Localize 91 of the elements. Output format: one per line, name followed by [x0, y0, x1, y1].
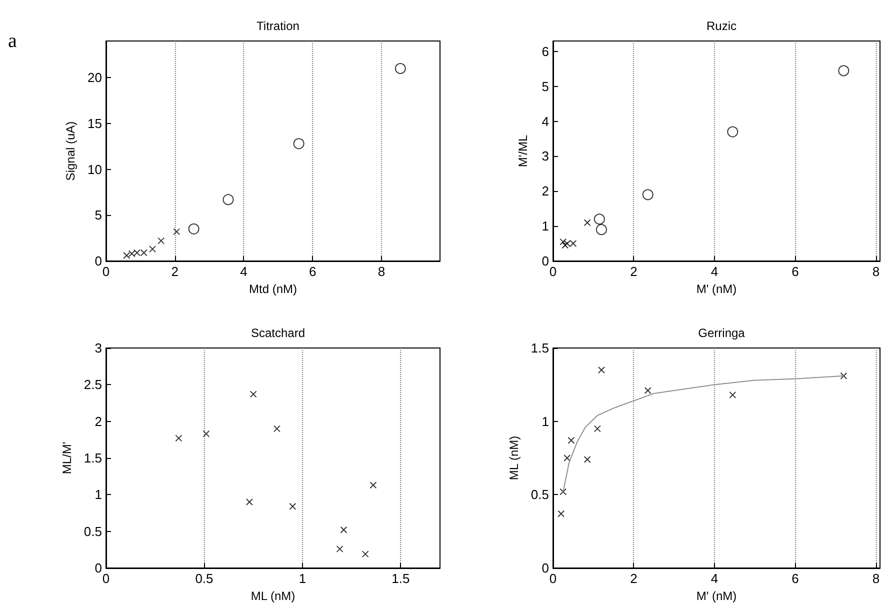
- x-tick-label: 2: [171, 264, 178, 279]
- y-tick-label: 10: [88, 162, 102, 177]
- point: [148, 246, 156, 253]
- y-tick-label: 0: [94, 560, 102, 576]
- x-tick-label: 1: [298, 571, 306, 586]
- y-tick-label: 5: [94, 208, 102, 223]
- y-tick-label: 4: [542, 114, 549, 129]
- x-tick-label: 2: [630, 264, 638, 279]
- y-axis-title: ML/M': [60, 442, 74, 474]
- text: a: [8, 30, 17, 52]
- point: [336, 545, 344, 552]
- x-tick-label: 6: [792, 571, 799, 586]
- x-tick-label: 4: [710, 264, 718, 279]
- point: [394, 63, 406, 74]
- point: [584, 219, 591, 226]
- y-tick-label: 0: [542, 560, 549, 576]
- point: [584, 456, 591, 463]
- point: [128, 250, 136, 258]
- x-tick-label: 6: [792, 264, 799, 279]
- y-tick-label: 0.5: [530, 487, 549, 502]
- point: [158, 237, 165, 244]
- x-axis-title: Mtd (nM): [249, 282, 298, 296]
- point: [188, 223, 200, 234]
- y-axis-title: ML (nM): [507, 436, 522, 480]
- y-tick-label: 5: [542, 78, 549, 94]
- point: [727, 126, 738, 138]
- y-tick-label: 0.5: [84, 524, 102, 539]
- point: [289, 502, 296, 510]
- y-tick-label: 2: [94, 414, 102, 429]
- point: [250, 390, 257, 398]
- x-tick-label: 4: [240, 264, 248, 279]
- x-axis-title: ML (nM): [250, 588, 296, 603]
- point: [564, 240, 571, 248]
- point: [340, 526, 348, 534]
- x-tick-label: 8: [872, 571, 880, 586]
- point: [644, 387, 652, 394]
- x-tick-label: 4: [710, 571, 718, 586]
- point: [840, 372, 848, 380]
- y-axis-title: Signal (uA): [64, 121, 78, 181]
- y-tick-label: 2.5: [84, 377, 102, 392]
- point: [175, 434, 182, 442]
- y-tick-label: 15: [88, 116, 102, 131]
- x-tick-label: 1.5: [392, 571, 410, 586]
- y-tick-label: 1: [542, 414, 549, 429]
- x-tick-label: 2: [630, 571, 638, 586]
- point: [140, 249, 148, 256]
- point: [222, 194, 234, 206]
- x-axis-title: M' (nM): [696, 588, 737, 603]
- point: [133, 249, 140, 256]
- point: [729, 391, 736, 398]
- point: [594, 214, 605, 225]
- chart-title: Scatchard: [250, 326, 306, 340]
- chart-title: Ruzic: [706, 19, 737, 33]
- point: [558, 510, 565, 518]
- point: [362, 550, 369, 558]
- y-tick-label: 3: [542, 148, 549, 164]
- point: [642, 189, 654, 200]
- y-tick-label: 1: [94, 487, 102, 502]
- y-axis-title: M'/ML: [516, 134, 530, 168]
- point: [173, 228, 180, 236]
- x-tick-label: 8: [378, 264, 386, 279]
- point: [202, 430, 210, 438]
- point: [560, 238, 567, 246]
- y-tick-label: 6: [542, 44, 549, 59]
- x-tick-label: 8: [872, 264, 880, 279]
- y-tick-label: 1.5: [84, 450, 102, 466]
- point: [570, 240, 577, 248]
- point: [123, 252, 130, 259]
- x-axis-title: M' (nM): [696, 282, 737, 296]
- point: [273, 425, 280, 432]
- point: [370, 482, 377, 489]
- point: [562, 242, 569, 249]
- y-tick-label: 2: [542, 184, 549, 199]
- point: [594, 425, 601, 432]
- y-tick-label: 20: [88, 70, 102, 86]
- point: [596, 224, 607, 236]
- y-tick-label: 0: [542, 254, 549, 268]
- x-tick-label: 6: [308, 264, 316, 279]
- chart-title: Titration: [256, 19, 300, 33]
- y-tick-label: 0: [94, 254, 102, 268]
- point: [246, 498, 253, 506]
- point: [568, 436, 575, 444]
- chart-title: Gerringa: [698, 326, 746, 340]
- point: [838, 65, 850, 76]
- y-tick-label: 1.5: [530, 340, 549, 356]
- y-tick-label: 3: [94, 340, 102, 356]
- x-tick-label: 0.5: [195, 571, 214, 586]
- point: [293, 138, 304, 150]
- point: [564, 454, 571, 462]
- y-tick-label: 1: [542, 218, 549, 234]
- point: [598, 366, 605, 374]
